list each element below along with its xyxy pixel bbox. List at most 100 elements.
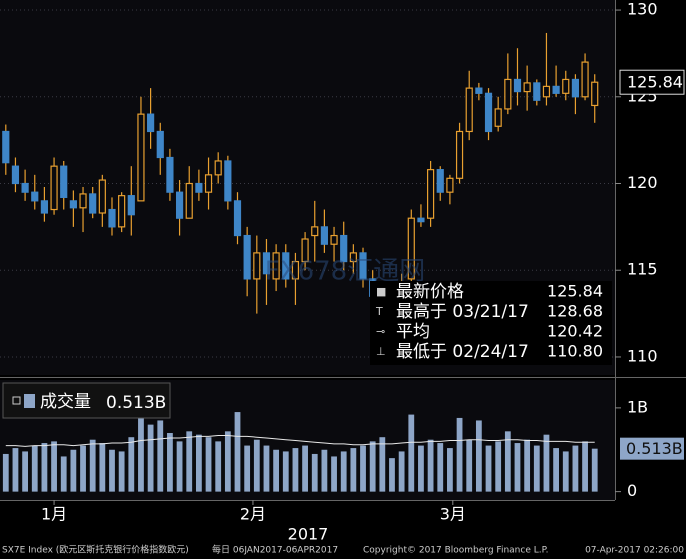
volume-bar xyxy=(369,441,376,492)
volume-average-line xyxy=(5,435,595,447)
candle-body xyxy=(156,130,164,159)
volume-legend-label: 成交量 xyxy=(40,392,91,412)
candle-body xyxy=(89,193,97,214)
volume-bar xyxy=(447,448,453,492)
volume-bar xyxy=(466,439,473,492)
volume-bar xyxy=(427,439,434,492)
candle-body xyxy=(21,182,29,193)
volume-legend-swatch xyxy=(24,394,35,408)
legend-icon: ■ xyxy=(376,285,386,298)
candle-body xyxy=(2,130,10,164)
x-tick-label: 1月 xyxy=(41,505,67,524)
y-tick-label: 1B xyxy=(627,397,648,416)
candle-body xyxy=(272,252,280,280)
volume-bar xyxy=(147,424,154,492)
candle-body xyxy=(98,179,106,214)
candle-body xyxy=(147,113,155,133)
candle-body xyxy=(253,252,261,280)
candle-body xyxy=(446,177,454,193)
volume-bar xyxy=(543,434,550,492)
candle-body xyxy=(436,169,444,193)
footer-security: SX7E Index (欧元区斯托克银行价格指数欧元) xyxy=(2,544,189,556)
x-tick-label: 2月 xyxy=(240,505,266,524)
x-axis-label: 2017 xyxy=(288,525,329,544)
candle-body xyxy=(581,61,589,98)
candle-body xyxy=(484,92,493,133)
volume-bar xyxy=(263,445,270,492)
volume-bar xyxy=(485,445,492,492)
volume-bar xyxy=(31,445,38,492)
candle-body xyxy=(340,234,348,263)
candle-body xyxy=(214,160,222,176)
legend-icon: ⊥ xyxy=(376,345,386,358)
candle-body xyxy=(243,234,251,280)
candle-body xyxy=(127,195,135,216)
legend-box xyxy=(370,281,612,365)
candle-body xyxy=(262,252,271,275)
candle-body xyxy=(166,156,174,193)
volume-bar xyxy=(360,445,366,492)
candle-body xyxy=(31,191,39,202)
candle-body xyxy=(40,200,49,214)
volume-bar xyxy=(379,437,386,492)
volume-bar xyxy=(195,434,202,492)
candle-body xyxy=(311,226,319,237)
candle-body xyxy=(455,130,464,179)
volume-bar xyxy=(244,445,251,492)
volume-bar xyxy=(167,433,173,492)
volume-bar xyxy=(553,448,560,492)
volume-bar xyxy=(99,443,106,492)
volume-bar xyxy=(215,441,222,492)
x-tick-label: 3月 xyxy=(440,505,466,524)
volume-last-label: 0.513B xyxy=(626,439,683,458)
y-tick-label: 0 xyxy=(627,481,637,500)
volume-legend-value: 0.513B xyxy=(106,393,166,413)
volume-legend-toggle xyxy=(12,396,21,405)
candle-body xyxy=(504,78,512,110)
legend-value: 110.80 xyxy=(547,342,603,361)
volume-bar xyxy=(456,417,463,492)
volume-bar xyxy=(408,414,415,492)
legend-value: 120.42 xyxy=(547,322,603,341)
legend-value: 125.84 xyxy=(547,282,603,301)
volume-bar xyxy=(2,453,9,492)
candle-body xyxy=(330,234,338,245)
candle-body xyxy=(118,195,126,228)
y-tick-label: 130 xyxy=(627,0,658,19)
candle-body xyxy=(571,78,580,98)
legend-label: 最低于 02/24/17 xyxy=(396,342,529,362)
volume-bar xyxy=(514,443,521,492)
candle-body xyxy=(359,252,367,280)
candle-body xyxy=(137,113,145,202)
y-tick-label: 115 xyxy=(627,260,658,279)
candle-body xyxy=(475,87,483,94)
volume-bar xyxy=(504,431,511,492)
candle-body xyxy=(69,200,77,209)
candle-body xyxy=(320,226,328,245)
volume-bar xyxy=(60,456,67,492)
volume-bar xyxy=(572,445,579,492)
legend-label: 最新价格 xyxy=(396,282,464,302)
candle-body xyxy=(195,182,203,193)
candle-body xyxy=(542,85,551,98)
candle-body xyxy=(185,182,193,219)
volume-bar xyxy=(70,449,77,492)
footer-time: 07-Apr-2017 02:26:00 xyxy=(585,546,684,556)
volume-bar xyxy=(22,451,28,492)
candle-body xyxy=(60,165,68,198)
candle-body xyxy=(427,169,435,219)
footer-copyright: Copyright© 2017 Bloomberg Finance L.P. xyxy=(363,546,548,556)
candle-body xyxy=(494,108,502,127)
volume-bar xyxy=(292,448,299,492)
volume-bar xyxy=(340,451,347,492)
candle-body xyxy=(349,252,357,263)
last-price-box xyxy=(619,69,685,95)
volume-bar xyxy=(138,412,144,492)
volume-bar xyxy=(311,453,318,492)
candle-body xyxy=(552,85,560,94)
legend-value: 128.68 xyxy=(547,302,603,321)
y-tick-label: 110 xyxy=(627,346,658,365)
volume-bar xyxy=(302,445,308,492)
volume-bar xyxy=(591,448,598,492)
